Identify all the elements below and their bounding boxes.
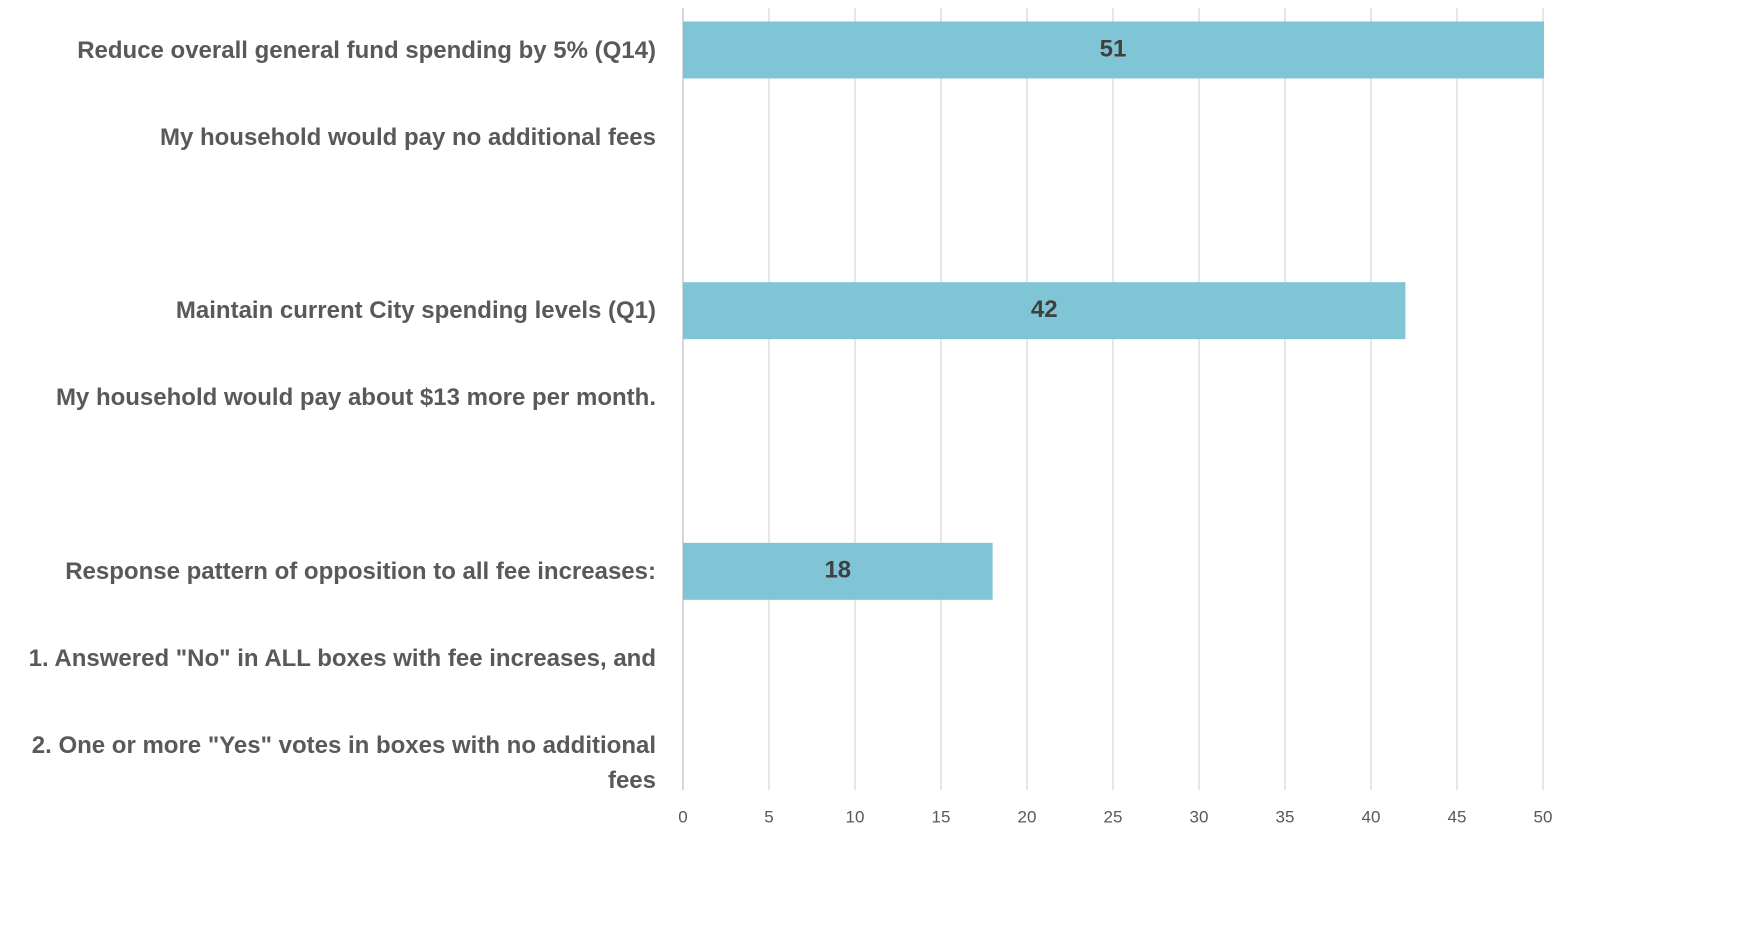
category-line: My household would pay no additional fee… [159,123,656,151]
category-line: Reduce overall general fund spending by … [77,36,656,64]
category-label: Reduce overall general fund spending by … [0,33,656,155]
data-label: 18 [824,557,851,584]
category-label: Maintain current City spending levels (Q… [0,293,656,415]
x-tick-label: 40 [1362,807,1381,826]
category-label: Response pattern of opposition to all fe… [0,554,656,798]
x-tick-label: 25 [1104,807,1123,826]
category-line: My household would pay about $13 more pe… [55,384,656,412]
x-tick-label: 35 [1276,807,1295,826]
bar [683,542,993,600]
category-line: 2. One or more "Yes" votes in boxes with… [31,731,656,794]
category-line: Response pattern of opposition to all fe… [65,557,656,585]
bar [683,21,1544,79]
category-line: Maintain current City spending levels (Q… [175,297,656,325]
x-tick-label: 5 [764,807,773,826]
x-tick-label: 10 [846,807,865,826]
x-tick-label: 30 [1190,807,1209,826]
x-tick-label: 20 [1018,807,1037,826]
x-tick-label: 45 [1448,807,1467,826]
category-line: 1. Answered "No" in ALL boxes with fee i… [28,644,656,672]
x-tick-label: 50 [1534,807,1553,826]
data-label: 51 [1100,35,1127,62]
x-tick-label: 15 [932,807,951,826]
bar [683,282,1406,340]
x-tick-label: 0 [678,807,687,826]
data-label: 42 [1031,296,1058,323]
